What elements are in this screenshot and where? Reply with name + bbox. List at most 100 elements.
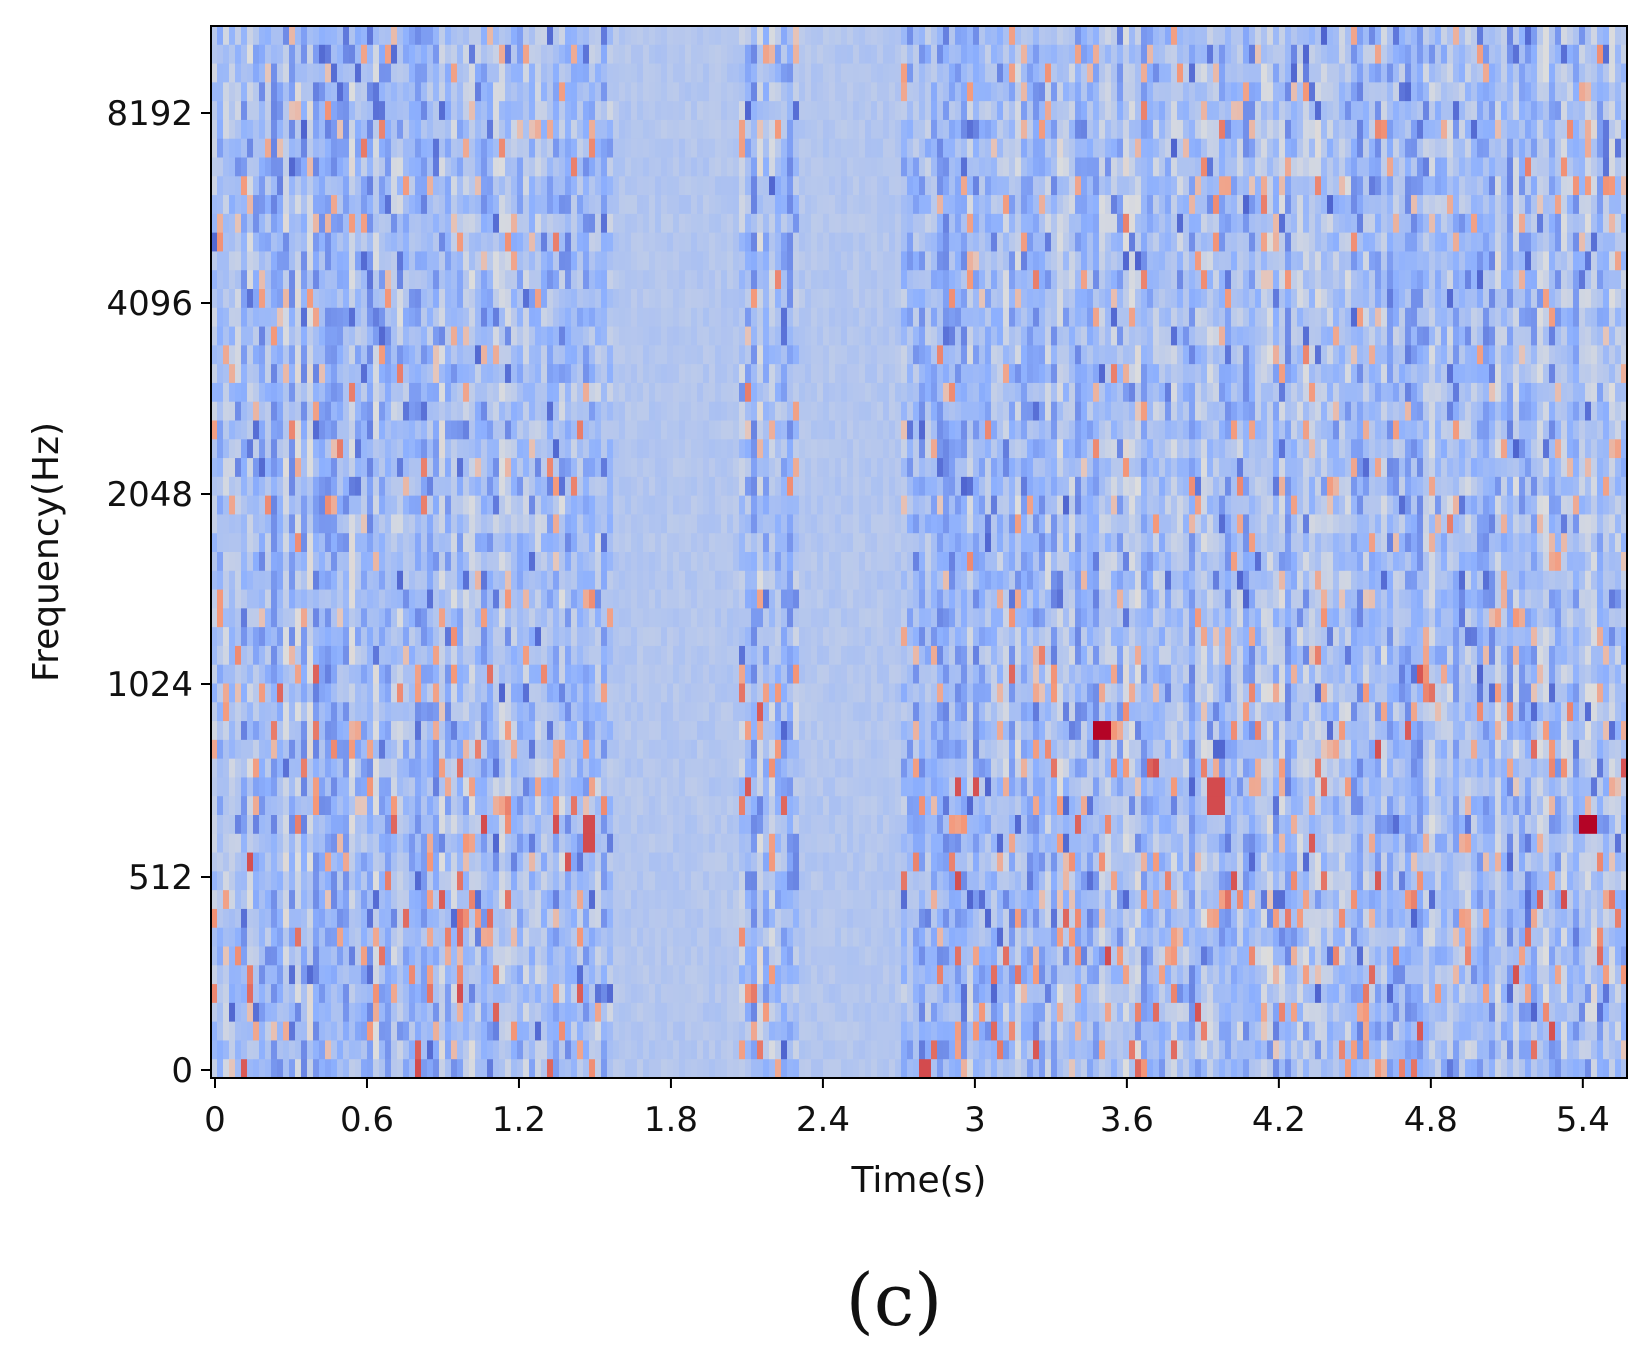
heatmap-cell: [247, 289, 254, 309]
heatmap-cell: [301, 138, 308, 158]
heatmap-cell: [745, 26, 752, 46]
heatmap-cell: [283, 26, 290, 46]
heatmap-cell: [619, 345, 626, 365]
heatmap-cell: [679, 26, 686, 46]
heatmap-cell: [331, 232, 338, 252]
heatmap-cell: [241, 82, 248, 102]
heatmap-cell: [409, 796, 416, 816]
heatmap-cell: [385, 984, 392, 1004]
heatmap-cell: [247, 514, 254, 534]
heatmap-cell: [493, 26, 500, 46]
heatmap-cell: [481, 101, 488, 121]
heatmap-cell: [295, 157, 302, 177]
heatmap-cell: [331, 1021, 338, 1041]
heatmap-cell: [469, 26, 476, 46]
heatmap-cell: [277, 683, 284, 703]
heatmap-cell: [313, 1059, 320, 1079]
heatmap-cell: [691, 307, 698, 327]
heatmap-cell: [625, 777, 632, 797]
heatmap-cell: [517, 965, 524, 985]
heatmap-cell: [721, 401, 728, 421]
heatmap-cell: [481, 420, 488, 440]
heatmap-cell: [625, 476, 632, 497]
heatmap-cell: [607, 232, 614, 252]
heatmap-cell: [241, 44, 248, 64]
heatmap-cell: [505, 63, 512, 83]
heatmap-cell: [577, 401, 584, 421]
heatmap-cell: [589, 683, 596, 703]
heatmap-cell: [721, 739, 728, 760]
heatmap-cell: [271, 157, 278, 177]
heatmap-cell: [445, 777, 452, 797]
heatmap-cell: [511, 927, 518, 947]
heatmap-cell: [595, 364, 602, 384]
heatmap-cell: [409, 608, 416, 628]
heatmap-cell: [487, 871, 494, 891]
heatmap-cell: [283, 401, 290, 421]
heatmap-cell: [523, 721, 530, 741]
heatmap-cell: [487, 232, 494, 252]
heatmap-cell: [487, 721, 494, 741]
heatmap-cell: [403, 984, 410, 1004]
heatmap-cell: [607, 739, 614, 760]
heatmap-cell: [337, 157, 344, 177]
heatmap-cell: [277, 721, 284, 741]
heatmap-cell: [631, 552, 638, 572]
heatmap-cell: [727, 326, 734, 346]
heatmap-cell: [571, 683, 578, 703]
heatmap-cell: [475, 420, 482, 440]
heatmap-cell: [601, 514, 608, 534]
heatmap-cell: [259, 758, 266, 778]
heatmap-cell: [427, 927, 434, 947]
heatmap-cell: [703, 101, 710, 121]
heatmap-cell: [307, 871, 314, 891]
heatmap-cell: [625, 758, 632, 778]
heatmap-cell: [247, 739, 254, 760]
heatmap-cell: [625, 627, 632, 647]
heatmap-cell: [733, 965, 740, 985]
heatmap-cell: [475, 852, 482, 872]
heatmap-cell: [709, 251, 716, 271]
heatmap-cell: [385, 627, 392, 647]
heatmap-cell: [559, 289, 566, 309]
heatmap-cell: [511, 890, 518, 910]
heatmap-cell: [523, 702, 530, 722]
heatmap-cell: [589, 833, 596, 853]
heatmap-cell: [595, 721, 602, 741]
heatmap-cell: [439, 476, 446, 497]
heatmap-cell: [583, 702, 590, 722]
heatmap-cell: [421, 533, 428, 553]
heatmap-cell: [607, 890, 614, 910]
heatmap-cell: [439, 176, 446, 196]
heatmap-cell: [667, 927, 674, 947]
heatmap-cell: [709, 815, 716, 835]
heatmap-cell: [715, 514, 722, 534]
heatmap-cell: [451, 458, 458, 478]
heatmap-cell: [325, 908, 332, 929]
heatmap-cell: [547, 270, 554, 290]
heatmap-cell: [493, 871, 500, 891]
heatmap-cell: [355, 1059, 362, 1079]
heatmap-cell: [733, 1021, 740, 1041]
heatmap-cell: [475, 382, 482, 403]
heatmap-cell: [385, 213, 392, 234]
heatmap-cell: [271, 589, 278, 609]
heatmap-cell: [721, 345, 728, 365]
heatmap-cell: [607, 552, 614, 572]
heatmap-cell: [721, 270, 728, 290]
heatmap-cell: [565, 965, 572, 985]
heatmap-cell: [475, 796, 482, 816]
heatmap-cell: [463, 1040, 470, 1060]
heatmap-cell: [463, 608, 470, 628]
heatmap-cell: [211, 683, 218, 703]
heatmap-cell: [589, 927, 596, 947]
heatmap-cell: [241, 852, 248, 872]
heatmap-cell: [259, 232, 266, 252]
heatmap-cell: [571, 213, 578, 234]
heatmap-cell: [259, 984, 266, 1004]
heatmap-cell: [547, 289, 554, 309]
heatmap-cell: [517, 195, 524, 215]
heatmap-cell: [667, 514, 674, 534]
heatmap-cell: [469, 533, 476, 553]
heatmap-cell: [607, 683, 614, 703]
